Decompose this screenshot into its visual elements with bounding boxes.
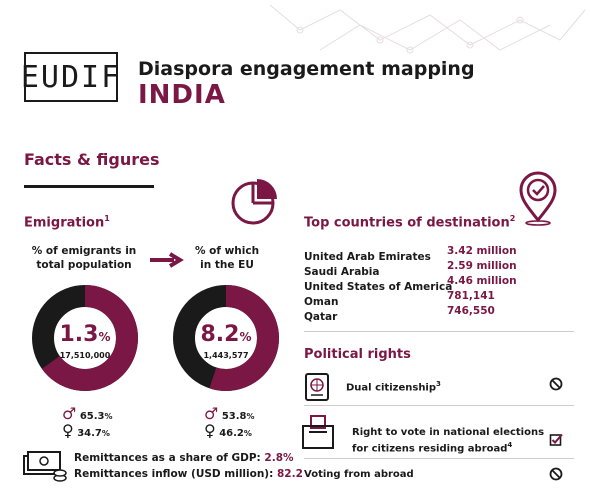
table-row: United States of America 4.46 million <box>304 275 517 293</box>
right-female-share: ♀ 46.2% <box>204 421 252 440</box>
divider <box>304 458 574 459</box>
eu-count: 1,443,577 <box>203 351 249 360</box>
divider <box>304 405 574 406</box>
remittances-inflow: Remittances inflow (USD million): 82.2 <box>74 468 303 480</box>
eu-donut-arc <box>173 285 279 391</box>
destinations-table: United Arab Emirates 3.42 million Saudi … <box>304 245 544 323</box>
no-icon <box>549 377 563 391</box>
dual-citizenship-label: Dual citizenship3 <box>346 380 441 394</box>
remittances-gdp: Remittances as a share of GDP: 2.8% <box>74 452 294 464</box>
destinations-heading: Top countries of destination2 <box>304 214 516 231</box>
table-row: United Arab Emirates 3.42 million <box>304 245 517 263</box>
table-row: Qatar 746,550 <box>304 305 495 323</box>
emigrants-percent: 1.3% <box>59 322 111 347</box>
ballot-box-icon <box>302 415 334 449</box>
table-row: Saudi Arabia 2.59 million <box>304 260 517 278</box>
page-title: Diaspora engagement mapping <box>138 58 475 80</box>
emigrants-count: 17,510,000 <box>59 351 111 360</box>
divider <box>304 331 574 332</box>
facts-divider <box>24 185 154 188</box>
eudif-logo: EUDIF <box>21 52 119 102</box>
male-icon: ♂ <box>204 404 219 423</box>
vote-abroad-label: Right to vote in national elections for … <box>352 427 545 455</box>
left-male-share: ♂ 65.3% <box>62 404 113 423</box>
male-icon: ♂ <box>62 404 77 423</box>
left-chart-label: % of emigrants in total population <box>31 245 137 271</box>
facts-heading: Facts & figures <box>24 150 160 169</box>
eu-donut <box>173 285 279 391</box>
eu-percent: 8.2% <box>200 322 252 347</box>
female-icon: ♀ <box>62 421 74 440</box>
network-decoration <box>269 4 586 54</box>
passport-icon <box>305 373 329 401</box>
table-row: Oman 781,141 <box>304 290 495 308</box>
rights-heading: Political rights <box>304 347 411 362</box>
emigrants-donut-arc <box>32 285 138 391</box>
emigrants-donut <box>32 285 138 391</box>
right-chart-label: % of which in the EU <box>194 245 260 271</box>
voting-from-abroad-label: Voting from abroad <box>304 469 414 480</box>
location-check-icon <box>519 171 557 226</box>
female-icon: ♀ <box>204 421 216 440</box>
arrow-right-icon <box>150 252 184 268</box>
emigration-heading: Emigration1 <box>24 214 110 231</box>
pie-chart-icon <box>231 179 277 225</box>
check-box-icon <box>549 433 563 446</box>
left-female-share: ♀ 34.7% <box>62 421 110 440</box>
money-icon <box>23 451 67 482</box>
country-name: INDIA <box>138 80 226 110</box>
right-male-share: ♂ 53.8% <box>204 404 255 423</box>
no-icon <box>549 467 563 481</box>
